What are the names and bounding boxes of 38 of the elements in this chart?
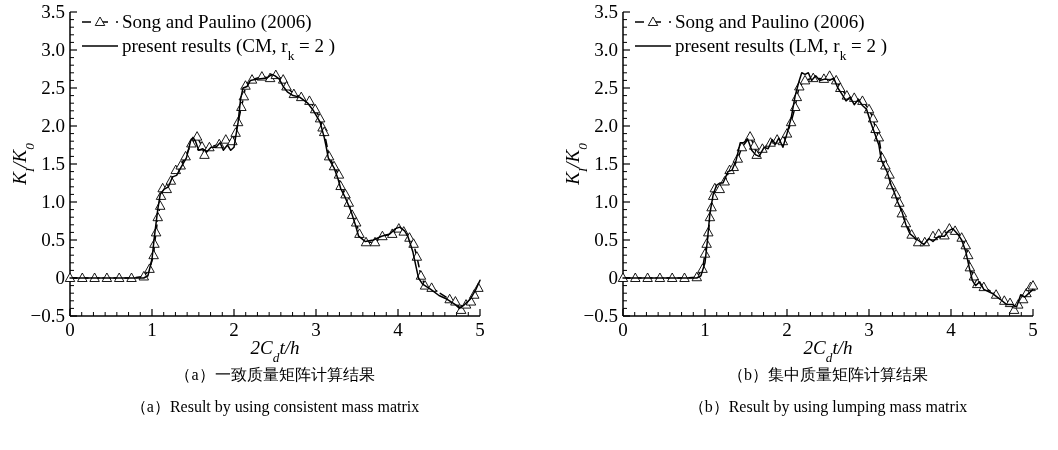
- x-tick-label: 1: [700, 319, 710, 340]
- y-tick-label: 3.0: [41, 39, 65, 60]
- legend-label: present results (CM, r$_{k}$ = 2 ): [122, 35, 336, 63]
- x-tick-label: 5: [1028, 319, 1038, 340]
- y-tick-label: 2.5: [594, 77, 618, 98]
- legend-label: Song and Paulino (2006): [122, 11, 312, 33]
- y-tick-label: 1.0: [41, 191, 65, 212]
- y-tick-label: 3.5: [594, 1, 618, 22]
- x-axis-title: 2C$_{d}$t/h: [803, 337, 853, 365]
- text: （a）Result by using consistent mass matrix: [130, 398, 420, 416]
- y-tick-label: 0: [55, 267, 65, 288]
- x-tick-label: 4: [393, 319, 404, 340]
- y-tick-label: 2.5: [41, 77, 65, 98]
- x-tick-label: 1: [147, 319, 157, 340]
- text: （a）一致质量矩阵计算结果: [175, 366, 375, 383]
- text: （b）Result by using lumping mass matrix: [688, 398, 968, 416]
- x-axis-title: 2C$_{d}$t/h: [250, 337, 300, 365]
- x-tick-label: 3: [311, 319, 321, 340]
- y-tick-label: 2.0: [594, 115, 618, 136]
- y-tick-label: 1.5: [594, 153, 618, 174]
- legend-label: present results (LM, r$_{k}$ = 2 ): [675, 35, 888, 63]
- y-tick-label: 3.0: [594, 39, 618, 60]
- y-tick-label: 2.0: [41, 115, 65, 136]
- x-tick-label: 5: [475, 319, 485, 340]
- y-tick-label: 1.0: [594, 191, 618, 212]
- x-tick-label: 2: [782, 319, 792, 340]
- x-tick-label: 2: [229, 319, 239, 340]
- y-tick-label: 0.5: [41, 229, 65, 250]
- y-tick-label: 0: [608, 267, 618, 288]
- y-tick-label: 0.5: [594, 229, 618, 250]
- y-tick-label: 3.5: [41, 1, 65, 22]
- legend-label: Song and Paulino (2006): [675, 11, 865, 33]
- y-tick-label: −0.5: [30, 305, 65, 326]
- x-tick-label: 3: [864, 319, 874, 340]
- x-tick-label: 4: [946, 319, 957, 340]
- text: （b）集中质量矩阵计算结果: [728, 366, 928, 383]
- y-tick-label: 1.5: [41, 153, 65, 174]
- y-tick-label: −0.5: [583, 305, 618, 326]
